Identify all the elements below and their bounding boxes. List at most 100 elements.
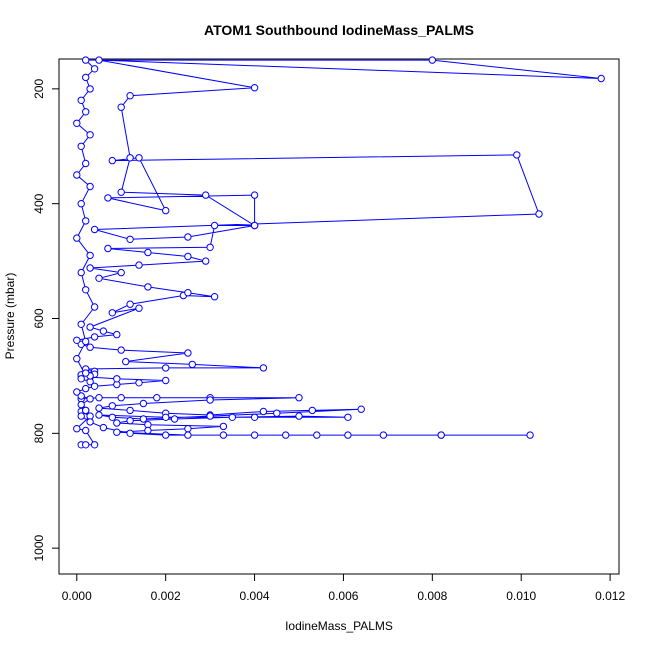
data-point bbox=[144, 426, 152, 435]
data-point bbox=[250, 221, 259, 230]
data-point bbox=[73, 388, 81, 396]
data-point bbox=[202, 257, 210, 265]
data-point bbox=[206, 412, 214, 420]
data-point bbox=[250, 413, 259, 421]
data-point bbox=[82, 108, 90, 116]
data-point bbox=[82, 217, 90, 225]
data-point bbox=[90, 65, 99, 73]
data-point bbox=[273, 409, 281, 417]
data-point bbox=[210, 221, 219, 230]
data-point bbox=[308, 406, 316, 415]
data-point bbox=[135, 261, 143, 269]
data-point bbox=[184, 289, 192, 297]
data-point bbox=[184, 425, 192, 433]
data-point bbox=[184, 349, 192, 357]
x-tick-label: 0.010 bbox=[506, 589, 536, 603]
data-point bbox=[77, 375, 85, 383]
data-point bbox=[82, 426, 90, 435]
data-point bbox=[104, 194, 112, 202]
data-point bbox=[82, 337, 90, 346]
data-point bbox=[135, 379, 143, 387]
data-point bbox=[117, 268, 125, 277]
data-point bbox=[219, 422, 228, 431]
data-point bbox=[162, 364, 170, 372]
data-point bbox=[170, 415, 179, 423]
data-point bbox=[99, 423, 108, 432]
data-point bbox=[108, 402, 117, 410]
data-point bbox=[153, 394, 161, 402]
x-tick-label: 0.008 bbox=[417, 589, 447, 603]
chart-title: ATOM1 Southbound IodineMass_PALMS bbox=[204, 22, 474, 38]
data-point bbox=[113, 428, 121, 436]
data-point bbox=[357, 405, 365, 413]
data-point bbox=[259, 407, 268, 416]
y-tick-label: 200 bbox=[32, 79, 46, 99]
data-point bbox=[295, 394, 303, 402]
data-point bbox=[86, 85, 94, 93]
data-point bbox=[108, 156, 117, 165]
data-series bbox=[73, 56, 605, 449]
data-point bbox=[117, 103, 125, 111]
data-point bbox=[428, 56, 436, 64]
data-point bbox=[86, 323, 94, 331]
data-point bbox=[77, 142, 85, 151]
data-point bbox=[95, 411, 103, 419]
data-point bbox=[86, 131, 94, 139]
data-point bbox=[86, 182, 94, 191]
data-point bbox=[108, 309, 117, 317]
x-tick-label: 0.012 bbox=[595, 589, 625, 603]
data-point bbox=[82, 441, 90, 449]
data-point bbox=[282, 431, 290, 439]
data-point bbox=[82, 384, 90, 393]
data-point bbox=[126, 429, 134, 437]
data-point bbox=[104, 244, 112, 253]
data-point bbox=[86, 418, 94, 426]
data-point bbox=[82, 73, 90, 82]
data-point bbox=[162, 413, 170, 421]
data-point bbox=[126, 300, 134, 308]
data-point bbox=[139, 399, 148, 408]
x-tick-label: 0.000 bbox=[62, 589, 92, 603]
data-point bbox=[95, 274, 103, 282]
y-axis-label: Pressure (mbar) bbox=[3, 273, 17, 360]
data-point bbox=[126, 154, 134, 162]
data-point bbox=[344, 413, 352, 421]
x-tick-label: 0.004 bbox=[240, 589, 270, 603]
data-point bbox=[86, 395, 94, 403]
data-point bbox=[184, 252, 192, 261]
data-point bbox=[259, 364, 268, 372]
data-point bbox=[135, 304, 143, 312]
x-axis-label: IodineMass_PALMS bbox=[285, 619, 393, 633]
data-point bbox=[122, 357, 130, 366]
data-point bbox=[206, 243, 214, 252]
data-point bbox=[73, 171, 81, 179]
y-tick-label: 600 bbox=[32, 308, 46, 328]
data-point bbox=[73, 234, 81, 242]
data-point bbox=[73, 425, 81, 433]
data-point bbox=[95, 404, 103, 412]
data-point bbox=[210, 293, 219, 301]
data-point bbox=[86, 251, 94, 260]
data-point bbox=[82, 56, 90, 64]
data-point bbox=[82, 159, 90, 168]
data-point bbox=[535, 210, 543, 218]
data-point bbox=[206, 396, 214, 404]
data-point bbox=[95, 394, 103, 402]
data-point bbox=[126, 406, 134, 415]
data-point bbox=[597, 74, 605, 83]
x-tick-label: 0.002 bbox=[151, 589, 181, 603]
y-tick-label: 400 bbox=[32, 193, 46, 213]
data-point bbox=[82, 286, 90, 294]
data-point bbox=[437, 431, 445, 439]
y-tick-label: 1000 bbox=[32, 534, 46, 561]
data-point bbox=[95, 56, 103, 64]
x-axis: 0.000 0.002 0.004 0.006 0.008 0.010 0.012 bbox=[62, 573, 625, 603]
data-point bbox=[90, 225, 99, 234]
data-point bbox=[90, 303, 99, 311]
data-point bbox=[117, 188, 125, 196]
data-point bbox=[126, 92, 134, 100]
data-point bbox=[99, 327, 108, 335]
data-point bbox=[379, 431, 388, 439]
